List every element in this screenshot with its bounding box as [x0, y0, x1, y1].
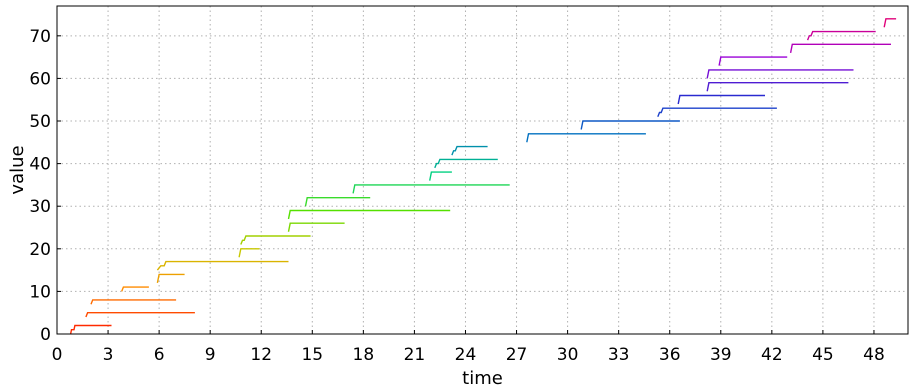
- series-line: [434, 158, 498, 169]
- series-line: [526, 133, 646, 143]
- x-axis-title: time: [462, 368, 503, 388]
- y-tick-label: 20: [29, 240, 51, 260]
- series-line: [156, 273, 185, 284]
- x-tick-label: 30: [557, 345, 579, 365]
- series-line: [706, 69, 854, 79]
- series-line: [69, 324, 112, 335]
- x-tick-label: 42: [761, 345, 783, 365]
- series-line: [677, 94, 765, 105]
- series-line: [352, 184, 510, 194]
- x-tick-label: 36: [659, 345, 681, 365]
- x-tick-label: 45: [812, 345, 834, 365]
- y-tick-label: 0: [40, 325, 51, 345]
- x-tick-label: 6: [154, 345, 165, 365]
- plot-frame: [56, 5, 909, 335]
- series-line: [806, 30, 876, 41]
- x-tick-label: 15: [301, 345, 323, 365]
- y-tick-label: 60: [29, 69, 51, 89]
- series-line: [789, 43, 891, 54]
- x-tick-label: 12: [250, 345, 272, 365]
- x-tick-label: 18: [353, 345, 375, 365]
- series-line: [451, 145, 488, 156]
- series-line: [429, 171, 452, 181]
- series-line: [580, 120, 680, 130]
- x-tick-label: 27: [506, 345, 528, 365]
- series-line: [718, 56, 788, 66]
- y-axis-title: value: [7, 145, 28, 194]
- series-layer: [69, 18, 897, 335]
- x-tick-label: 3: [103, 345, 114, 365]
- tick-layer: 0 3 6 9 12 15 18 21 24 27 30 33 36 39 42 45 480102030405…: [29, 27, 884, 365]
- series-line: [706, 81, 849, 92]
- grid-layer: [57, 6, 908, 334]
- y-tick-label: 70: [29, 27, 51, 47]
- series-line: [883, 18, 897, 28]
- series-line: [240, 235, 311, 245]
- series-line: [90, 299, 177, 305]
- y-tick-label: 10: [29, 282, 51, 302]
- x-tick-label: 24: [455, 345, 477, 365]
- x-tick-label: 39: [710, 345, 732, 365]
- y-tick-label: 40: [29, 155, 51, 175]
- series-line: [657, 107, 777, 118]
- x-tick-label: 9: [205, 345, 216, 365]
- series-line: [238, 248, 260, 258]
- series-line: [121, 286, 149, 292]
- series-line: [287, 222, 345, 232]
- x-tick-label: 0: [52, 345, 63, 365]
- series-line: [85, 312, 195, 318]
- series-line: [287, 209, 451, 220]
- y-tick-label: 30: [29, 197, 51, 217]
- x-tick-label: 21: [404, 345, 426, 365]
- y-tick-label: 50: [29, 112, 51, 132]
- x-tick-label: 33: [608, 345, 630, 365]
- x-tick-label: 48: [863, 345, 885, 365]
- series-line: [304, 196, 371, 207]
- series-line: [156, 260, 289, 271]
